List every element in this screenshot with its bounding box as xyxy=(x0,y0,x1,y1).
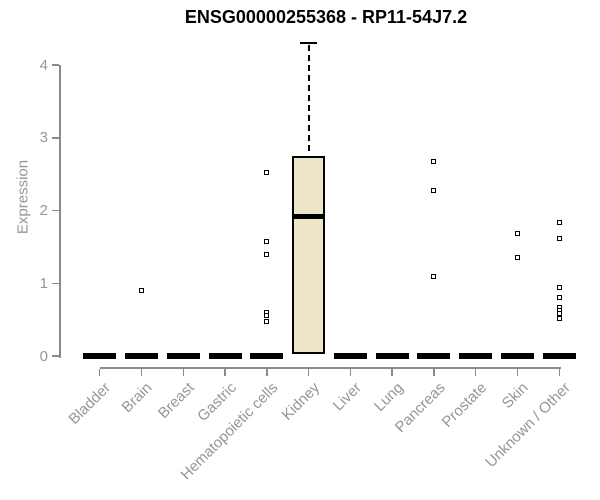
outlier-point xyxy=(556,294,562,300)
outlier-point xyxy=(515,230,520,236)
whisker-cap xyxy=(300,41,318,45)
zero-bar xyxy=(417,353,451,359)
x-tick xyxy=(224,368,226,376)
outlier-point xyxy=(264,239,270,245)
outlier-point xyxy=(431,188,437,194)
y-tick xyxy=(52,282,59,284)
x-axis-line xyxy=(99,367,561,369)
x-category-label: Prostate xyxy=(438,379,491,431)
outlier-point xyxy=(556,285,562,291)
x-tick xyxy=(307,368,310,376)
y-tick-label: 1 xyxy=(39,274,48,292)
x-category-label: Kidney xyxy=(278,379,323,424)
y-tick xyxy=(52,209,59,212)
outlier-point xyxy=(264,170,270,176)
zero-bar xyxy=(501,353,534,359)
y-tick xyxy=(52,64,59,66)
zero-bar xyxy=(124,353,158,359)
outlier-point xyxy=(556,315,562,321)
x-tick xyxy=(98,368,101,376)
y-tick-label: 3 xyxy=(39,129,48,147)
y-tick-label: 0 xyxy=(39,347,48,365)
x-tick xyxy=(266,368,268,376)
zero-bar xyxy=(459,353,493,359)
outlier-point xyxy=(556,220,562,226)
x-category-label: Skin xyxy=(499,379,532,412)
y-tick-label: 4 xyxy=(39,56,48,74)
outlier-point xyxy=(264,313,270,319)
outlier-point xyxy=(431,274,437,280)
outlier-point xyxy=(431,159,437,165)
x-tick xyxy=(516,368,519,376)
outlier-point xyxy=(138,288,144,294)
x-tick xyxy=(140,368,143,376)
y-tick xyxy=(52,355,59,357)
x-category-label: Brain xyxy=(119,379,156,417)
outlier-point xyxy=(264,318,270,324)
zero-bar xyxy=(83,353,117,359)
zero-bar xyxy=(250,353,284,359)
outlier-point xyxy=(515,255,520,261)
zero-bar xyxy=(542,353,576,359)
x-tick xyxy=(474,368,477,376)
y-tick xyxy=(52,137,59,139)
x-category-label: Lung xyxy=(370,379,407,415)
x-tick xyxy=(433,368,435,376)
x-tick xyxy=(182,368,184,376)
x-category-label: Bladder xyxy=(65,379,115,428)
chart-title: ENSG00000255368 - RP11-54J7.2 xyxy=(184,7,468,27)
zero-bar xyxy=(375,353,409,359)
outlier-point xyxy=(556,235,562,241)
whisker-line xyxy=(307,45,310,155)
zero-bar xyxy=(333,353,367,359)
zero-bar xyxy=(208,353,242,359)
x-tick xyxy=(349,368,352,376)
x-category-label: Breast xyxy=(154,379,198,422)
y-axis-line xyxy=(59,65,61,358)
y-axis-label: Expression xyxy=(14,159,32,235)
y-tick-label: 2 xyxy=(39,202,48,219)
zero-bar xyxy=(166,353,200,359)
box-body xyxy=(292,155,326,354)
median-line xyxy=(292,213,326,219)
x-category-label: Liver xyxy=(329,379,365,415)
x-tick xyxy=(558,368,561,376)
outlier-point xyxy=(264,251,270,257)
x-tick xyxy=(391,368,393,376)
